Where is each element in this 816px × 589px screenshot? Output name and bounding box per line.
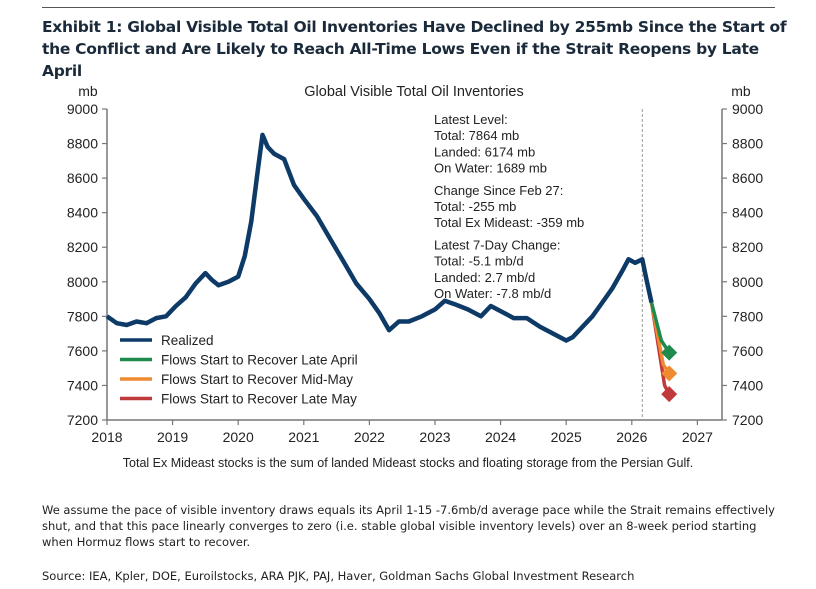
left-y-tick-label: 8000 [67, 274, 98, 290]
series-line-0 [105, 132, 654, 343]
annotation-line: Total: -255 mb [434, 199, 516, 214]
series-endpoint-marker-3 [661, 386, 678, 403]
x-tick-label: 2019 [157, 429, 188, 445]
right-y-tick-label: 8000 [732, 274, 763, 290]
left-y-tick-label: 8400 [67, 205, 98, 221]
chart-title: Global Visible Total Oil Inventories [304, 84, 524, 100]
x-tick-label: 2026 [616, 429, 647, 445]
left-y-tick-label: 7800 [67, 308, 98, 324]
assumption-note: We assume the pace of visible inventory … [42, 503, 775, 549]
top-rule [42, 7, 775, 8]
left-y-tick-label: 7400 [67, 377, 98, 393]
x-tick-label: 2025 [551, 429, 582, 445]
annotation-line: Total: -5.1 mb/d [434, 254, 524, 269]
left-y-tick-label: 9000 [67, 101, 98, 117]
series-endpoint-marker-1 [661, 344, 678, 361]
annotation-line: Landed: 2.7 mb/d [434, 270, 535, 285]
annotation-line: Latest 7-Day Change: [434, 237, 560, 252]
right-y-tick-label: 8600 [732, 170, 763, 186]
left-y-tick-label: 8600 [67, 170, 98, 186]
x-tick-label: 2024 [485, 429, 516, 445]
annotation-line: On Water: 1689 mb [434, 161, 547, 176]
right-y-tick-label: 8400 [732, 205, 763, 221]
x-tick-label: 2020 [223, 429, 254, 445]
right-y-tick-label: 7400 [732, 377, 763, 393]
source-note: Source: IEA, Kpler, DOE, Euroilstocks, A… [42, 569, 635, 583]
x-tick-label: 2023 [419, 429, 450, 445]
x-tick-label: 2018 [91, 429, 122, 445]
annotation-line: Latest Level: [434, 112, 508, 127]
exhibit-title: Exhibit 1: Global Visible Total Oil Inve… [42, 18, 787, 80]
left-y-tick-label: 8800 [67, 136, 98, 152]
x-tick-label: 2021 [288, 429, 319, 445]
left-y-tick-label: 7200 [67, 412, 98, 428]
right-y-tick-label: 7800 [732, 308, 763, 324]
legend-label: Flows Start to Recover Late May [161, 392, 357, 407]
right-axis-unit: mb [731, 83, 751, 99]
right-y-tick-label: 7600 [732, 343, 763, 359]
x-tick-label: 2022 [354, 429, 385, 445]
left-axis-unit: mb [78, 83, 98, 99]
left-y-tick-label: 7600 [67, 343, 98, 359]
legend-label: Flows Start to Recover Mid-May [161, 372, 353, 387]
annotation-line: On Water: -7.8 mb/d [434, 286, 551, 301]
right-y-tick-label: 8800 [732, 136, 763, 152]
legend-label: Flows Start to Recover Late April [161, 353, 358, 368]
right-y-tick-label: 8200 [732, 239, 763, 255]
x-tick-label: 2027 [682, 429, 713, 445]
annotation-line: Total Ex Mideast: -359 mb [434, 215, 584, 230]
annotation-line: Landed: 6174 mb [434, 144, 535, 159]
series-endpoint-marker-2 [661, 365, 678, 382]
right-y-tick-label: 9000 [732, 101, 763, 117]
annotation-line: Total: 7864 mb [434, 128, 519, 143]
left-y-tick-label: 8200 [67, 239, 98, 255]
chart-footnote: Total Ex Mideast stocks is the sum of la… [122, 456, 694, 470]
legend-label: Realized [161, 333, 214, 348]
annotation-line: Change Since Feb 27: [434, 183, 563, 198]
right-y-tick-label: 7200 [732, 412, 763, 428]
